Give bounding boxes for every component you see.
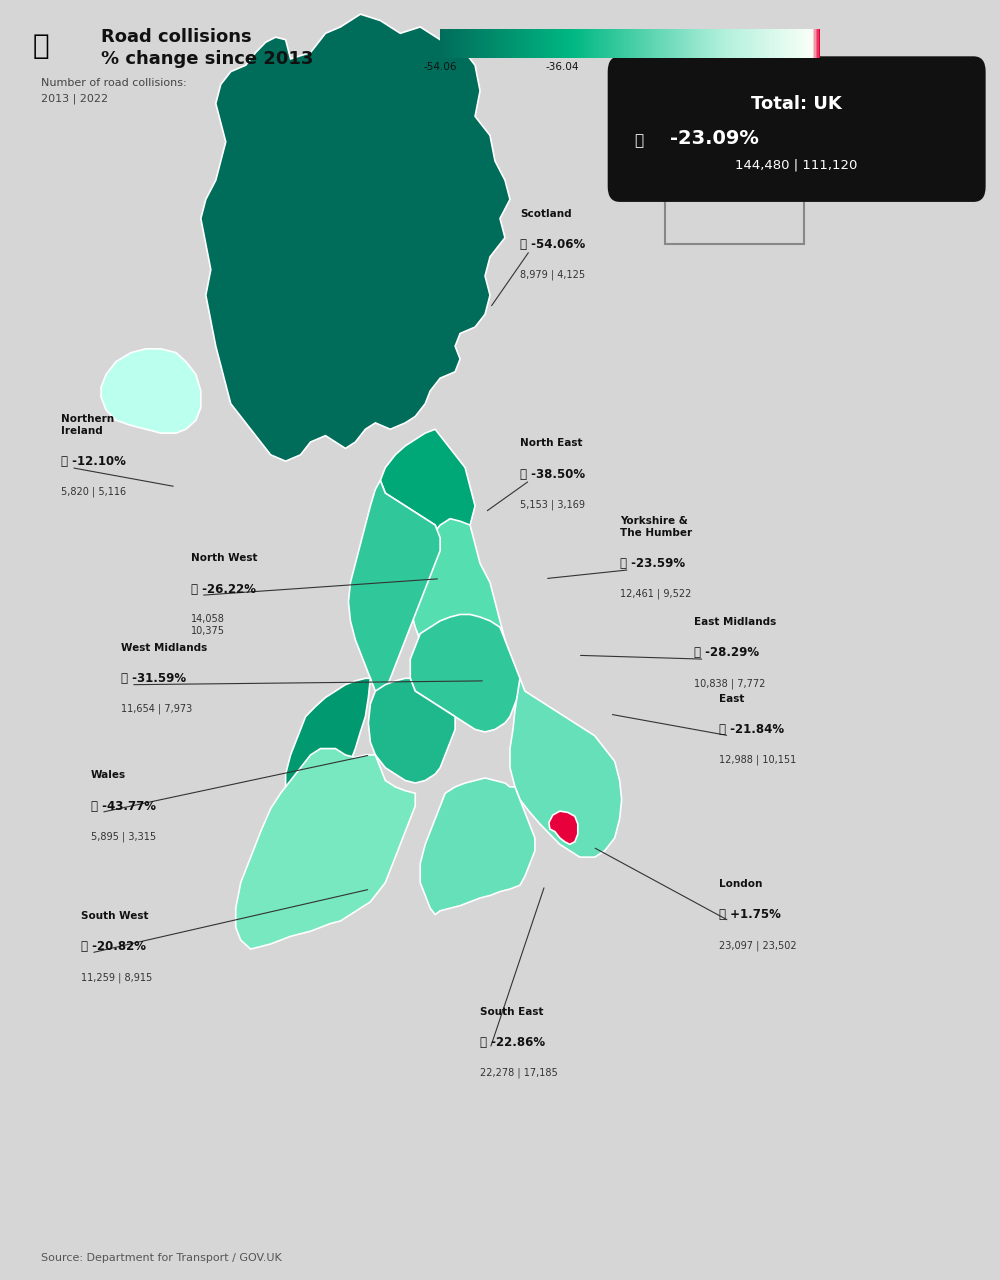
Text: North West: North West (191, 553, 257, 563)
Text: 10,838 | 7,772: 10,838 | 7,772 (694, 678, 766, 689)
Text: Northern
Ireland: Northern Ireland (61, 413, 114, 435)
Text: 14,058
10,375: 14,058 10,375 (191, 614, 225, 636)
Text: 5,153 | 3,169: 5,153 | 3,169 (520, 499, 585, 509)
Text: Road collisions: Road collisions (101, 28, 252, 46)
Text: 🚘: 🚘 (635, 133, 644, 148)
Polygon shape (201, 14, 510, 461)
Text: West Midlands: West Midlands (121, 643, 207, 653)
Text: 🚘: 🚘 (33, 32, 50, 60)
Text: London: London (719, 879, 763, 890)
Text: % change since 2013: % change since 2013 (101, 50, 313, 68)
Polygon shape (410, 518, 505, 668)
FancyBboxPatch shape (608, 56, 986, 202)
Text: 11,259 | 8,915: 11,259 | 8,915 (81, 972, 152, 983)
Text: 🚘 -22.86%: 🚘 -22.86% (480, 1036, 545, 1048)
Text: 🚘 -12.10%: 🚘 -12.10% (61, 454, 126, 467)
Text: 5,895 | 3,315: 5,895 | 3,315 (91, 832, 156, 842)
Text: 🚘 -28.29%: 🚘 -28.29% (694, 646, 760, 659)
Polygon shape (348, 480, 440, 698)
Text: East: East (719, 694, 745, 704)
FancyBboxPatch shape (665, 116, 804, 244)
Text: Total: UK: Total: UK (751, 95, 842, 113)
Text: Scotland: Scotland (520, 209, 572, 219)
Text: 12,461 | 9,522: 12,461 | 9,522 (620, 589, 691, 599)
Text: 🚘 -31.59%: 🚘 -31.59% (121, 672, 186, 685)
Polygon shape (549, 812, 578, 845)
Polygon shape (510, 678, 622, 858)
Polygon shape (368, 678, 455, 783)
Text: Wales: Wales (91, 771, 126, 781)
Text: 🚘 -54.06%: 🚘 -54.06% (520, 238, 585, 251)
Text: 2013 | 2022: 2013 | 2022 (41, 93, 108, 104)
Text: 144,480 | 111,120: 144,480 | 111,120 (735, 159, 858, 172)
Polygon shape (101, 348, 201, 433)
Text: 🚘 -21.84%: 🚘 -21.84% (719, 723, 785, 736)
Polygon shape (236, 749, 415, 948)
Text: 🚘 -23.59%: 🚘 -23.59% (620, 557, 685, 570)
Text: 🚘 -43.77%: 🚘 -43.77% (91, 800, 156, 813)
Text: 5,820 | 5,116: 5,820 | 5,116 (61, 486, 126, 497)
Polygon shape (380, 429, 475, 544)
Text: North East: North East (520, 439, 582, 448)
Text: 11,654 | 7,973: 11,654 | 7,973 (121, 704, 192, 714)
Text: Yorkshire &
The Humber: Yorkshire & The Humber (620, 516, 692, 538)
Polygon shape (410, 614, 520, 732)
Polygon shape (420, 778, 535, 915)
Text: 12,988 | 10,151: 12,988 | 10,151 (719, 755, 797, 765)
Text: -23.09%: -23.09% (670, 129, 758, 148)
Polygon shape (692, 155, 717, 191)
Text: 8,979 | 4,125: 8,979 | 4,125 (520, 270, 585, 280)
Text: 23,097 | 23,502: 23,097 | 23,502 (719, 940, 797, 951)
Text: South West: South West (81, 911, 149, 922)
Text: 22,278 | 17,185: 22,278 | 17,185 (480, 1068, 558, 1078)
Text: Source: Department for Transport / GOV.UK: Source: Department for Transport / GOV.U… (41, 1253, 282, 1263)
Text: Number of road collisions:: Number of road collisions: (41, 78, 187, 88)
Text: South East: South East (480, 1007, 544, 1016)
Polygon shape (286, 678, 370, 858)
Text: East Midlands: East Midlands (694, 617, 777, 627)
Text: 🚘 -26.22%: 🚘 -26.22% (191, 582, 256, 595)
Text: 🚘 -38.50%: 🚘 -38.50% (520, 467, 585, 480)
Text: 🚘 +1.75%: 🚘 +1.75% (719, 909, 781, 922)
Text: 🚘 -20.82%: 🚘 -20.82% (81, 940, 146, 954)
